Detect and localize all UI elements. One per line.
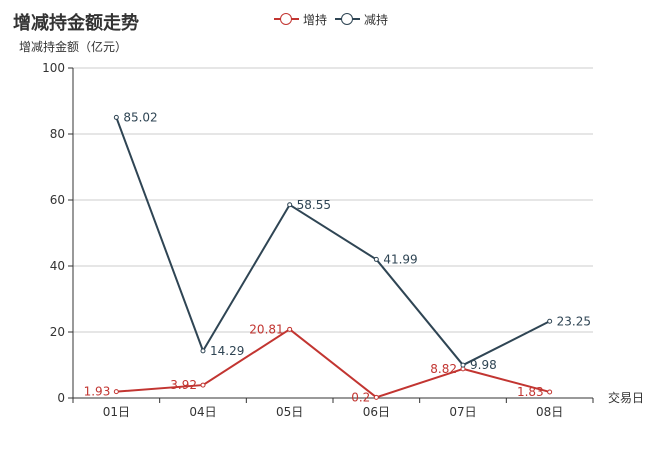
x-tick-label: 04日 [189, 405, 216, 419]
data-point [373, 394, 379, 400]
data-point [200, 348, 206, 354]
data-label: 41.99 [383, 252, 417, 266]
data-label: 1.93 [84, 385, 111, 399]
data-label: 1.83 [517, 385, 544, 399]
legend-symbol-increase [274, 12, 299, 26]
data-label: 85.02 [123, 110, 157, 124]
data-label: 9.98 [470, 358, 497, 372]
y-axis-title: 增减持金额（亿元） [19, 39, 127, 54]
x-tick-label: 07日 [449, 405, 476, 419]
data-point [113, 114, 119, 120]
x-tick-label: 05日 [276, 405, 303, 419]
legend-symbol-decrease [335, 12, 361, 26]
data-point [547, 389, 553, 395]
data-label: 8.82 [430, 362, 457, 376]
data-point [547, 318, 553, 324]
data-point [200, 382, 206, 388]
legend-item-decrease[interactable]: 减持 [335, 11, 388, 28]
data-label: 3.92 [170, 378, 197, 392]
y-tick-label: 80 [50, 127, 65, 141]
legend: 增持 减持 [274, 10, 396, 28]
y-tick-label: 100 [42, 61, 65, 75]
legend-label-increase: 增持 [303, 12, 328, 27]
series-line-0 [116, 328, 550, 399]
series-line-1 [115, 117, 551, 367]
x-tick-label: 01日 [103, 405, 130, 419]
data-label: 0.2 [351, 390, 370, 404]
y-tick-label: 40 [50, 259, 65, 273]
data-point [287, 202, 293, 208]
data-label: 20.81 [249, 322, 283, 336]
data-point [460, 362, 466, 368]
y-tick-label: 0 [57, 391, 65, 405]
legend-item-increase[interactable]: 增持 [274, 11, 327, 28]
y-tick-label: 20 [50, 325, 65, 339]
data-point [373, 256, 379, 262]
x-axis-title: 交易日 [608, 390, 644, 405]
data-point [287, 326, 293, 332]
data-point [113, 389, 119, 395]
y-tick-label: 60 [50, 193, 65, 207]
data-label: 58.55 [297, 198, 331, 212]
data-label: 14.29 [210, 344, 244, 358]
legend-label-decrease: 减持 [364, 12, 389, 27]
chart-title: 增减持金额走势 [13, 13, 139, 34]
data-label: 23.25 [557, 314, 591, 328]
x-tick-label: 08日 [536, 405, 563, 419]
x-tick-label: 06日 [363, 405, 390, 419]
